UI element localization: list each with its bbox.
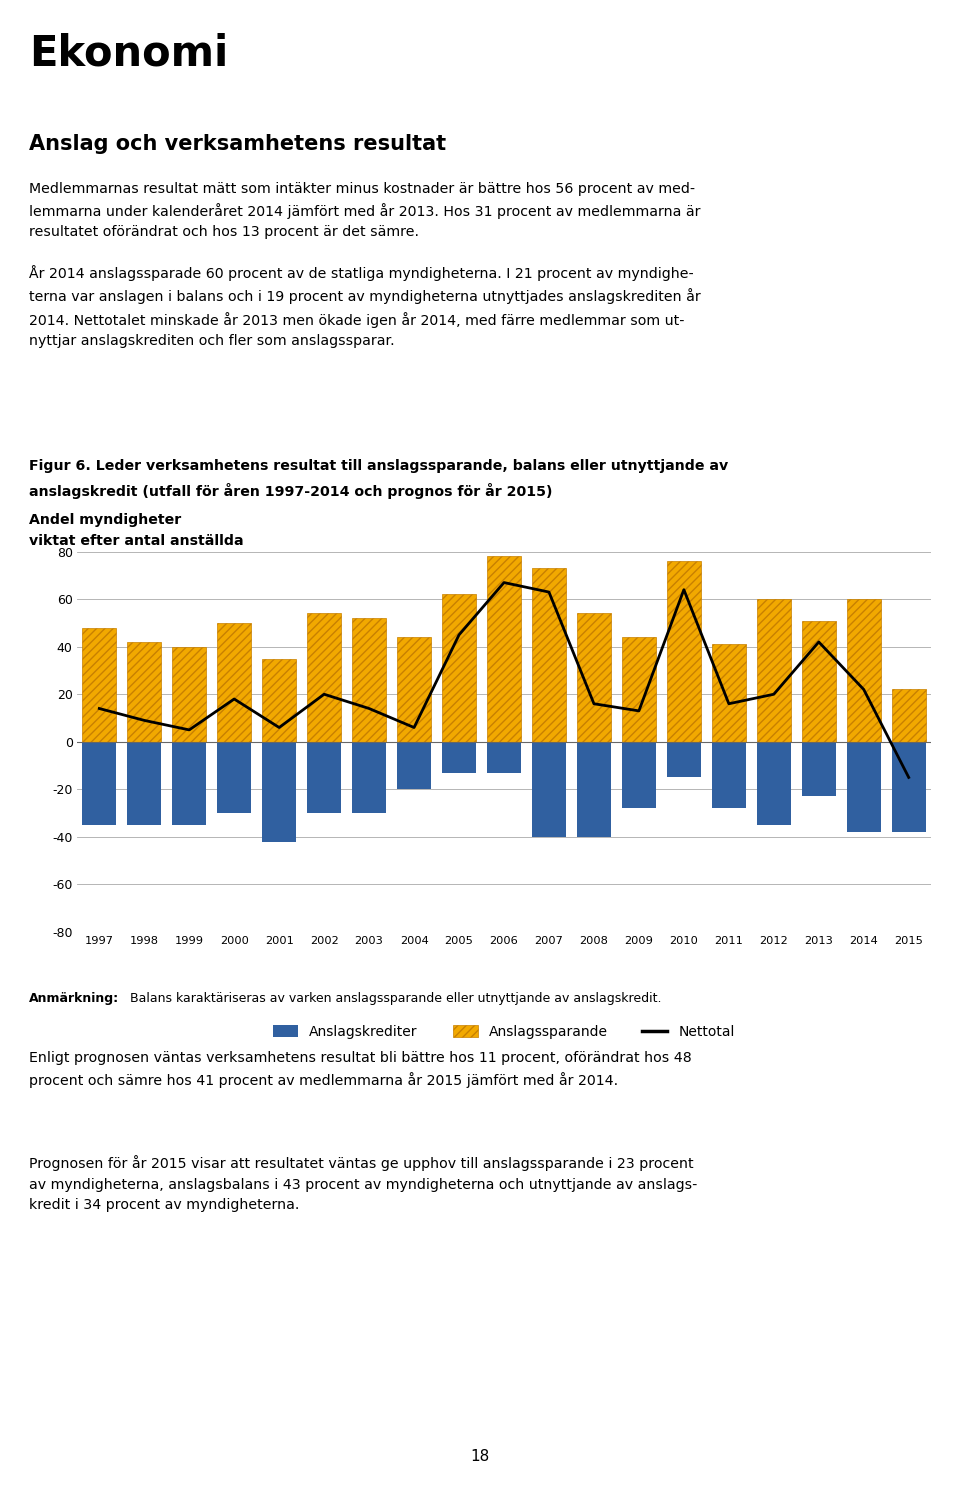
- Bar: [532, 568, 565, 743]
- Text: Balans karaktäriseras av varken anslagssparande eller utnyttjande av anslagskred: Balans karaktäriseras av varken anslagss…: [130, 992, 661, 1005]
- Text: Ekonomi: Ekonomi: [29, 33, 228, 75]
- Bar: [667, 743, 701, 777]
- Bar: [443, 595, 476, 743]
- Text: viktat efter antal anställda: viktat efter antal anställda: [29, 534, 244, 547]
- Text: Figur 6. Leder verksamhetens resultat till anslagssparande, balans eller utnyttj: Figur 6. Leder verksamhetens resultat ti…: [29, 459, 728, 473]
- Bar: [83, 743, 116, 825]
- Bar: [217, 743, 252, 813]
- Bar: [892, 689, 925, 743]
- Bar: [262, 743, 296, 841]
- Bar: [756, 743, 791, 825]
- Bar: [847, 599, 880, 743]
- Bar: [217, 623, 252, 743]
- Text: Andel myndigheter: Andel myndigheter: [29, 513, 181, 526]
- Bar: [622, 743, 656, 808]
- Text: 18: 18: [470, 1449, 490, 1464]
- Bar: [712, 644, 746, 743]
- Text: Medlemmarnas resultat mätt som intäkter minus kostnader är bättre hos 56 procent: Medlemmarnas resultat mätt som intäkter …: [29, 182, 700, 239]
- Bar: [128, 643, 161, 743]
- Bar: [487, 556, 521, 743]
- Bar: [352, 743, 386, 813]
- Bar: [307, 613, 341, 743]
- Bar: [83, 628, 116, 743]
- Text: År 2014 anslagssparade 60 procent av de statliga myndigheterna. I 21 procent av : År 2014 anslagssparade 60 procent av de …: [29, 265, 701, 347]
- Bar: [667, 561, 701, 743]
- Text: anslagskredit (utfall för åren 1997-2014 och prognos för år 2015): anslagskredit (utfall för åren 1997-2014…: [29, 483, 552, 499]
- Text: Enligt prognosen väntas verksamhetens resultat bli bättre hos 11 procent, oförän: Enligt prognosen väntas verksamhetens re…: [29, 1051, 691, 1088]
- Bar: [352, 619, 386, 743]
- Bar: [622, 637, 656, 743]
- Bar: [262, 659, 296, 743]
- Bar: [128, 743, 161, 825]
- Bar: [307, 743, 341, 813]
- Bar: [847, 743, 880, 832]
- Bar: [802, 620, 835, 743]
- Bar: [577, 743, 611, 836]
- Bar: [397, 637, 431, 743]
- Bar: [756, 599, 791, 743]
- Text: Prognosen för år 2015 visar att resultatet väntas ge upphov till anslagssparande: Prognosen för år 2015 visar att resultat…: [29, 1156, 697, 1212]
- Bar: [577, 613, 611, 743]
- Text: Anmärkning:: Anmärkning:: [29, 992, 119, 1005]
- Bar: [532, 743, 565, 836]
- Bar: [802, 743, 835, 796]
- Text: Anslag och verksamhetens resultat: Anslag och verksamhetens resultat: [29, 134, 446, 154]
- Bar: [443, 743, 476, 772]
- Legend: Anslagskrediter, Anslagssparande, Nettotal: Anslagskrediter, Anslagssparande, Nettot…: [274, 1024, 734, 1039]
- Bar: [397, 743, 431, 789]
- Bar: [712, 743, 746, 808]
- Bar: [173, 743, 206, 825]
- Bar: [173, 647, 206, 743]
- Bar: [487, 743, 521, 772]
- Bar: [892, 743, 925, 832]
